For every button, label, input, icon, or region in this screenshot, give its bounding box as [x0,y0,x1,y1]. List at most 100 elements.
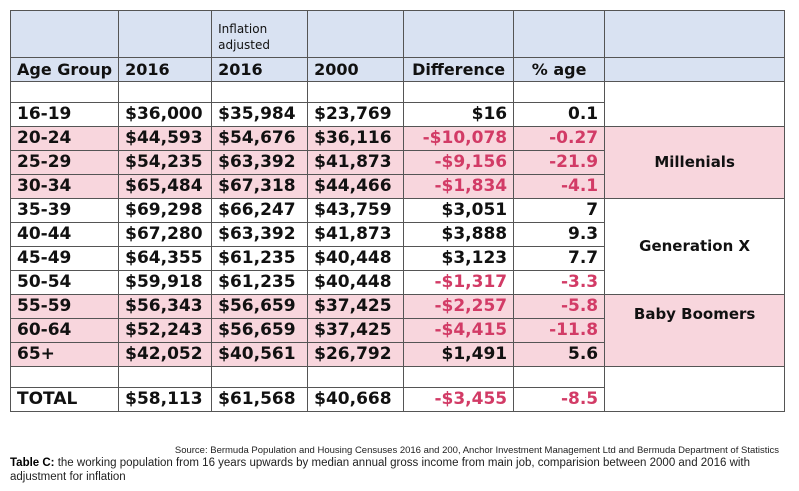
income-2016-cell: $42,052 [118,342,213,367]
table-row: 35-39 $69,298 $66,247 $43,759 $3,051 7 G… [9,198,786,295]
age-cell: 16-19 [9,102,120,127]
difference-cell: -$1,317 [403,270,515,295]
difference-cell: -$2,257 [403,294,515,319]
income-2000-cell: $23,769 [307,102,405,127]
income-2000-cell: $37,425 [307,318,405,343]
header-age-group: Age Group [9,57,120,82]
percent-cell: 9.3 [513,222,606,247]
income-2016-adjusted-cell: $56,659 [211,294,309,319]
spacer-cell [307,366,405,388]
top-cell [118,10,213,58]
header-2000: 2000 [307,57,405,82]
income-2016-cell: $54,235 [118,150,213,175]
income-2016-adjusted-cell: $61,235 [211,270,309,295]
age-cell: 60-64 [9,318,120,343]
income-2016-cell: $56,343 [118,294,213,319]
spacer-cell [513,81,606,103]
difference-cell: $3,888 [403,222,515,247]
difference-cell: $16 [403,102,515,127]
income-table: Inflation adjusted Age Group 2016 2016 2… [9,10,786,412]
percent-cell: 7 [513,198,606,223]
income-2016-cell: $52,243 [118,318,213,343]
income-2016-adjusted-cell: $63,392 [211,222,309,247]
spacer-cell [211,81,309,103]
total-2000: $40,668 [307,387,405,412]
spacer-row [9,81,786,127]
spacer-cell [118,366,213,388]
header-percent: % age [513,57,606,82]
caption-text: the working population from 16 years upw… [10,457,751,483]
age-cell: 65+ [9,342,120,367]
top-cell [307,10,405,58]
top-cell [513,10,606,58]
total-2016: $58,113 [118,387,213,412]
generation-label-generation-x: Generation X [604,198,786,295]
top-cell [9,10,120,58]
top-cell [403,10,515,58]
generation-label-millenials: Millenials [604,126,786,199]
income-2000-cell: $44,466 [307,174,405,199]
age-cell: 55-59 [9,294,120,319]
age-cell: 35-39 [9,198,120,223]
percent-cell: -0.27 [513,126,606,151]
age-cell: 20-24 [9,126,120,151]
top-cell [604,10,786,58]
income-2016-adjusted-cell: $56,659 [211,318,309,343]
total-difference: -$3,455 [403,387,515,412]
spacer-cell [9,81,120,103]
header-2016: 2016 [118,57,213,82]
income-2016-adjusted-cell: $67,318 [211,174,309,199]
age-cell: 45-49 [9,246,120,271]
percent-cell: -21.9 [513,150,606,175]
percent-cell: -4.1 [513,174,606,199]
age-cell: 30-34 [9,174,120,199]
table-row: 50-54 $59,918 $61,235 $40,448 -$1,317 -3… [9,270,785,295]
spacer-cell [211,366,309,388]
total-percent: -8.5 [513,387,606,412]
income-2016-cell: $69,298 [118,198,213,223]
income-2016-cell: $64,355 [118,246,213,271]
income-2000-cell: $26,792 [307,342,405,367]
difference-cell: -$4,415 [403,318,515,343]
spacer-cell [307,81,405,103]
total-row: TOTAL $58,113 $61,568 $40,668 -$3,455 -8… [9,387,785,412]
total-2016-adjusted: $61,568 [211,387,309,412]
percent-cell: -3.3 [513,270,606,295]
total-label: TOTAL [9,387,120,412]
income-2000-cell: $43,759 [307,198,405,223]
income-2016-adjusted-cell: $63,392 [211,150,309,175]
header-difference: Difference [403,57,515,82]
income-2016-adjusted-cell: $61,235 [211,246,309,271]
age-cell: 25-29 [9,150,120,175]
generation-cell-empty [604,81,786,127]
spacer-cell [118,81,213,103]
inflation-adjusted-note: Inflation adjusted [211,10,309,58]
spacer-cell [513,366,606,388]
difference-cell: $3,123 [403,246,515,271]
income-2016-adjusted-cell: $66,247 [211,198,309,223]
percent-cell: -11.8 [513,318,606,343]
income-2000-cell: $41,873 [307,222,405,247]
percent-cell: 0.1 [513,102,606,127]
income-2000-cell: $37,425 [307,294,405,319]
income-2000-cell: $40,448 [307,270,405,295]
percent-cell: -5.8 [513,294,606,319]
header-2016-adjusted: 2016 [211,57,309,82]
source-note: Source: Bermuda Population and Housing C… [174,445,779,456]
table-row: 55-59 $56,343 $56,659 $37,425 -$2,257 -5… [9,294,786,367]
difference-cell: -$9,156 [403,150,515,175]
spacer-cell [9,366,120,388]
difference-cell: $3,051 [403,198,515,223]
table-header-row: Age Group 2016 2016 2000 Difference % ag… [9,57,786,82]
table-row: 25-29 $54,235 $63,392 $41,873 -$9,156 -2… [9,150,785,175]
header-generation [604,57,786,82]
income-2016-cell: $65,484 [118,174,213,199]
spacer-cell [403,366,515,388]
percent-cell: 5.6 [513,342,606,367]
income-2016-cell: $36,000 [118,102,213,127]
income-2000-cell: $40,448 [307,246,405,271]
income-2016-cell: $59,918 [118,270,213,295]
age-cell: 50-54 [9,270,120,295]
income-2016-adjusted-cell: $40,561 [211,342,309,367]
table-caption: Table C: the working population from 16 … [10,457,790,485]
